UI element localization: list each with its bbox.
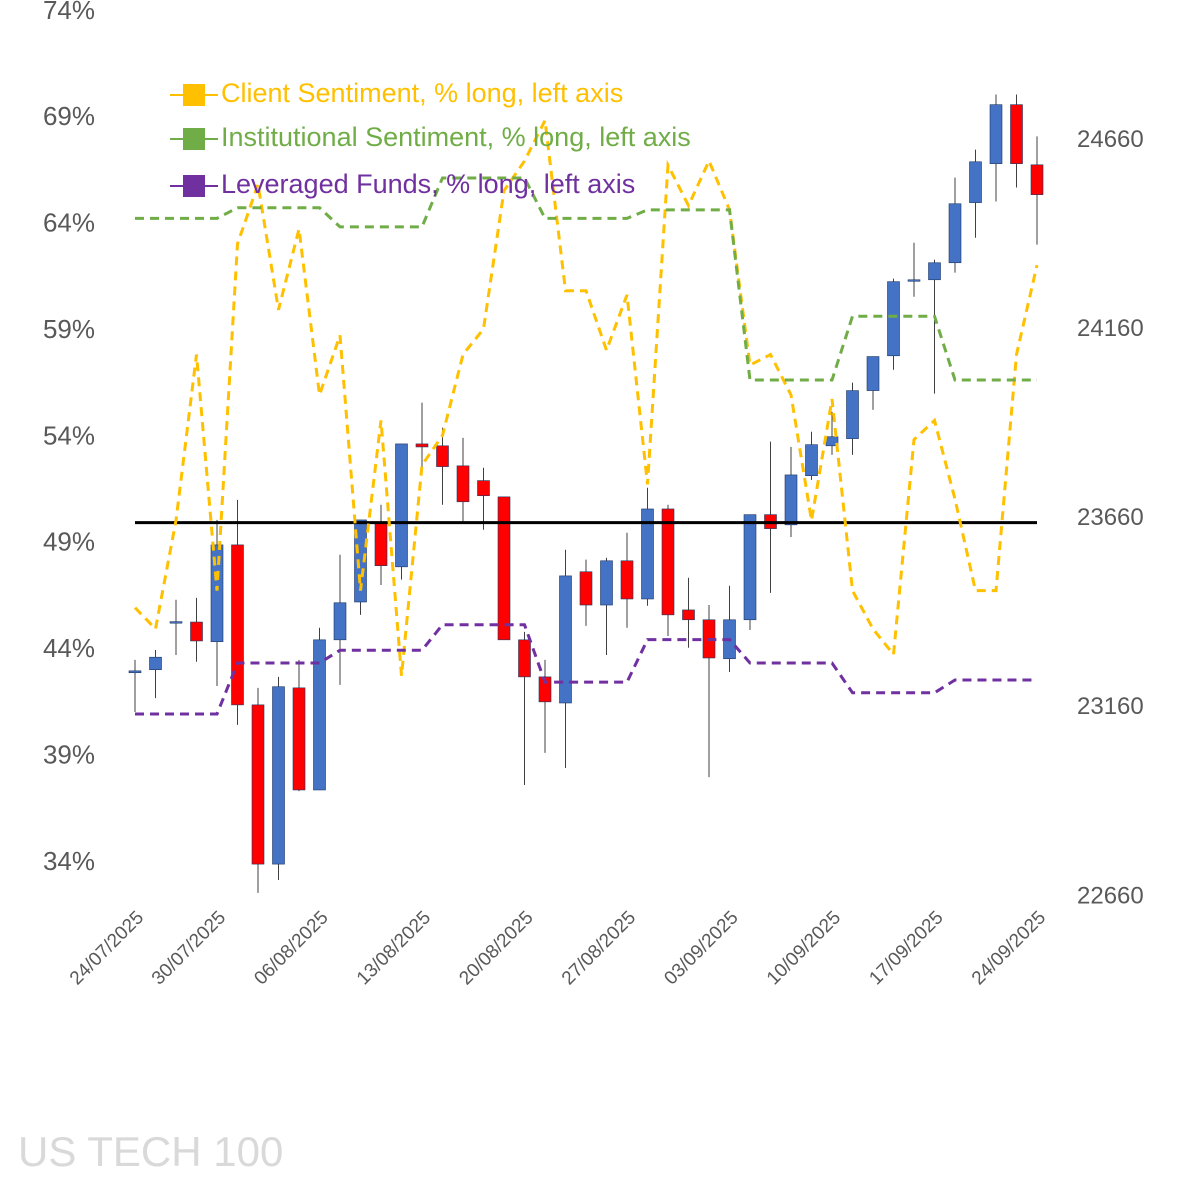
candle-body <box>989 104 1003 164</box>
y-tick-label: 49% <box>43 527 95 557</box>
candle-body <box>395 443 408 568</box>
candle-body <box>518 639 531 678</box>
candle-body <box>907 279 921 282</box>
candle-body <box>354 519 367 603</box>
y2-tick-label: 24660 <box>1077 126 1144 153</box>
x-tick-label: 06/08/2025 <box>250 907 332 989</box>
candle-body <box>866 356 880 391</box>
x-tick-label: 10/09/2025 <box>763 907 845 989</box>
candle-body <box>1030 164 1044 195</box>
candle-body <box>661 508 675 616</box>
series-line <box>133 115 1039 676</box>
candle-body <box>251 704 265 865</box>
legend-label: Client Sentiment, % long, left axis <box>221 78 623 108</box>
candle-body <box>477 480 490 497</box>
candle-body <box>210 544 224 643</box>
candle-body <box>784 474 798 526</box>
series-line <box>135 623 1037 716</box>
x-tick-label: 24/07/2025 <box>66 907 148 989</box>
candle-body <box>333 602 347 641</box>
candle-body <box>846 390 859 439</box>
y-tick-label: 59% <box>43 314 95 344</box>
x-tick-label: 03/09/2025 <box>660 907 742 989</box>
candle-body <box>169 621 183 624</box>
candle-body <box>436 445 449 467</box>
candle-body <box>579 571 593 606</box>
y2-tick-label: 24160 <box>1077 315 1144 342</box>
candle-body <box>928 262 941 281</box>
candle-body <box>497 496 511 641</box>
candle-body <box>272 686 285 865</box>
candle-body <box>313 639 326 791</box>
candle-body <box>128 670 142 674</box>
candle-body <box>190 621 203 642</box>
candle-body <box>620 560 634 600</box>
x-tick-label: 17/09/2025 <box>865 907 947 989</box>
y-tick-label: 54% <box>43 420 95 450</box>
y-tick-label: 44% <box>43 633 95 663</box>
legend-swatch <box>183 128 205 150</box>
candle-body <box>1010 104 1023 164</box>
y-tick-label: 34% <box>43 846 95 876</box>
series-line <box>135 176 1037 382</box>
candle-body <box>948 203 962 264</box>
y2-tick-label: 23160 <box>1077 693 1144 720</box>
y-tick-label: 69% <box>43 101 95 131</box>
candle-body <box>415 443 429 448</box>
legend-swatch <box>183 84 205 106</box>
candle-body <box>682 609 695 621</box>
candle-body <box>292 687 306 791</box>
y2-tick-label: 23660 <box>1077 504 1144 531</box>
legend-label: Leveraged Funds, % long, left axis <box>221 169 635 199</box>
candle-body <box>231 544 244 706</box>
candle-body <box>969 161 982 203</box>
y-tick-label: 39% <box>43 739 95 769</box>
chart-title: US TECH 100 <box>18 1128 283 1175</box>
candle-body <box>805 444 818 476</box>
x-tick-label: 20/08/2025 <box>455 907 537 989</box>
candle-body <box>887 281 900 357</box>
candle-body <box>600 560 613 606</box>
legend-swatch <box>183 175 205 197</box>
x-tick-label: 24/09/2025 <box>968 907 1050 989</box>
y-tick-label: 74% <box>43 0 95 25</box>
y-tick-label: 64% <box>43 208 95 238</box>
candle-body <box>559 575 572 704</box>
x-tick-label: 27/08/2025 <box>558 907 640 989</box>
legend-label: Institutional Sentiment, % long, left ax… <box>221 122 691 152</box>
candle-body <box>743 514 757 621</box>
candle-body <box>374 522 388 566</box>
x-tick-label: 30/07/2025 <box>148 907 230 989</box>
candle-body <box>641 508 654 600</box>
candle-body <box>456 465 470 503</box>
candle-body <box>149 656 162 670</box>
x-tick-label: 13/08/2025 <box>353 907 435 989</box>
y2-tick-label: 22660 <box>1077 882 1144 909</box>
